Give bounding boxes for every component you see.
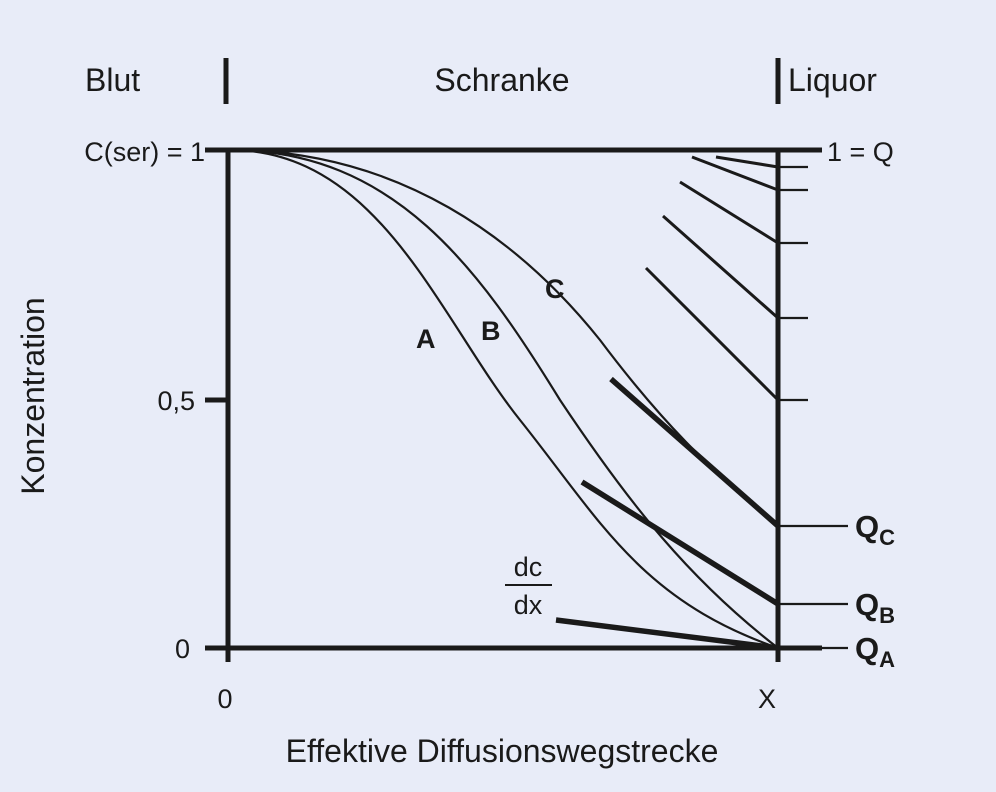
label-liquor: Liquor (788, 62, 877, 98)
x-label-zero: 0 (217, 684, 232, 714)
tangent-line (691, 155, 779, 192)
tangent-line (679, 180, 779, 245)
curve-label-a: A (416, 324, 436, 354)
tangent-line (662, 214, 779, 320)
label-blut: Blut (85, 62, 140, 98)
x-axis-title: Effektive Diffusionswegstrecke (286, 733, 719, 769)
y-label-zero: 0 (175, 634, 190, 664)
tangent-line-qc (609, 376, 780, 529)
quotient-label-qa: QA (855, 631, 895, 672)
curve-label-c: C (545, 274, 565, 304)
tangent-line-qb (580, 479, 780, 607)
x-label-end: X (758, 684, 776, 714)
right-label-top: 1 = Q (827, 137, 894, 167)
derivative-numerator: dc (514, 552, 543, 582)
tangent-line-qa (555, 617, 779, 651)
y-label-top: C(ser) = 1 (84, 137, 205, 167)
curve-b (229, 148, 779, 649)
y-axis-title: Konzentration (15, 297, 51, 494)
curve-a (229, 148, 779, 650)
curve-c (229, 148, 779, 527)
quotient-label-qb: QB (855, 587, 895, 628)
quotient-label-qc: QC (855, 509, 895, 550)
y-label-mid: 0,5 (157, 386, 195, 416)
curve-label-b: B (481, 316, 501, 346)
label-schranke: Schranke (434, 62, 569, 98)
tangent-line (644, 266, 780, 402)
tangent-line (715, 155, 779, 169)
derivative-denominator: dx (514, 590, 543, 620)
